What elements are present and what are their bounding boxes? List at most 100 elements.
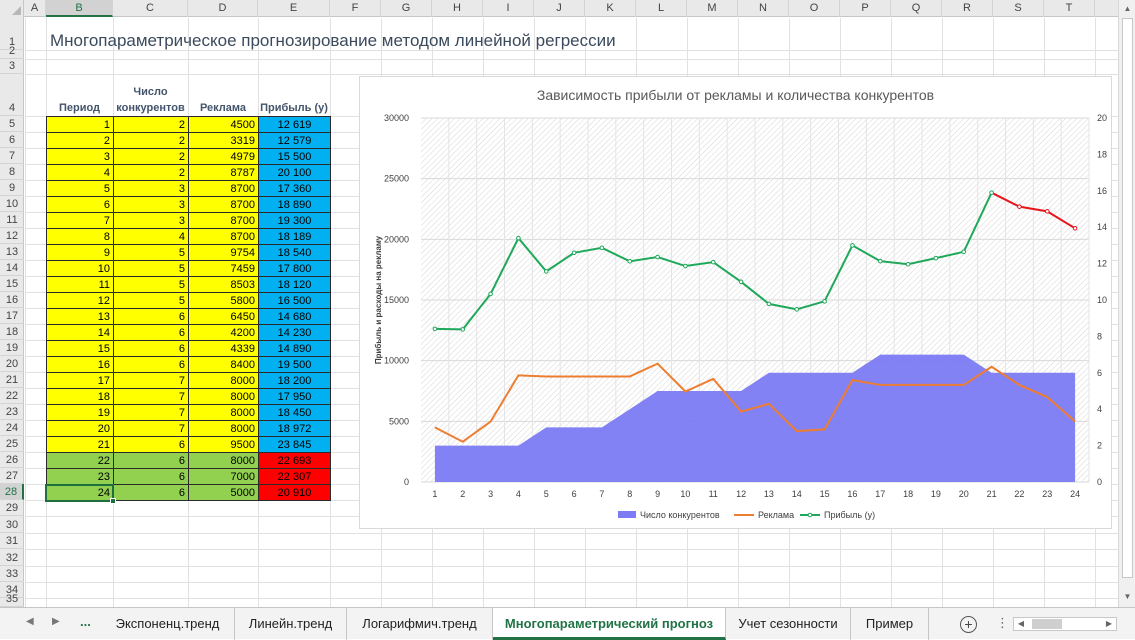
cell-ads-2[interactable]: 3319 — [188, 132, 259, 149]
cell-ads-21[interactable]: 9500 — [188, 436, 259, 453]
tab-4[interactable]: Многопараметрический прогноз — [493, 608, 726, 640]
cell-ads-4[interactable]: 8787 — [188, 164, 259, 181]
row-header-7[interactable]: 7 — [0, 148, 24, 164]
scroll-down-arrow-icon[interactable]: ▼ — [1123, 592, 1132, 601]
tab-next-icon[interactable]: ▶ — [52, 616, 60, 627]
row-header-20[interactable]: 20 — [0, 356, 24, 372]
cell-comp-16[interactable]: 6 — [113, 356, 189, 373]
column-header-B[interactable]: B — [46, 0, 113, 17]
cell-ads-9[interactable]: 9754 — [188, 244, 259, 261]
column-header-M[interactable]: M — [687, 0, 738, 17]
cell-period-1[interactable]: 1 — [46, 116, 114, 133]
row-header-33[interactable]: 33 — [0, 566, 24, 582]
cell-profit-11[interactable]: 18 120 — [258, 276, 331, 293]
column-header-D[interactable]: D — [188, 0, 258, 17]
row-header-13[interactable]: 13 — [0, 244, 24, 260]
row-header-5[interactable]: 5 — [0, 116, 24, 132]
column-header-E[interactable]: E — [258, 0, 330, 17]
cell-profit-8[interactable]: 18 189 — [258, 228, 331, 245]
cell-profit-24[interactable]: 20 910 — [258, 484, 331, 501]
row-header-4[interactable]: 4 — [0, 74, 24, 116]
cell-period-2[interactable]: 2 — [46, 132, 114, 149]
column-header-R[interactable]: R — [942, 0, 993, 17]
cell-comp-22[interactable]: 6 — [113, 452, 189, 469]
scroll-left-arrow-icon[interactable]: ◀ — [1017, 619, 1025, 628]
column-header-N[interactable]: N — [738, 0, 789, 17]
cell-period-18[interactable]: 18 — [46, 388, 114, 405]
cell-comp-4[interactable]: 2 — [113, 164, 189, 181]
cell-ads-23[interactable]: 7000 — [188, 468, 259, 485]
cell-profit-3[interactable]: 15 500 — [258, 148, 331, 165]
cell-ads-10[interactable]: 7459 — [188, 260, 259, 277]
column-header-T[interactable]: T — [1044, 0, 1095, 17]
cell-comp-18[interactable]: 7 — [113, 388, 189, 405]
column-header-I[interactable]: I — [483, 0, 534, 17]
row-header-14[interactable]: 14 — [0, 260, 24, 276]
row-header-30[interactable]: 30 — [0, 516, 24, 533]
cell-profit-18[interactable]: 17 950 — [258, 388, 331, 405]
cell-comp-19[interactable]: 7 — [113, 404, 189, 421]
column-header-J[interactable]: J — [534, 0, 585, 17]
cell-ads-15[interactable]: 4339 — [188, 340, 259, 357]
tab-5[interactable]: Учет сезонности — [726, 608, 851, 640]
cell-comp-14[interactable]: 6 — [113, 324, 189, 341]
cell-ads-6[interactable]: 8700 — [188, 196, 259, 213]
column-header-Q[interactable]: Q — [891, 0, 942, 17]
cell-comp-1[interactable]: 2 — [113, 116, 189, 133]
row-header-26[interactable]: 26 — [0, 452, 24, 468]
cell-profit-5[interactable]: 17 360 — [258, 180, 331, 197]
cell-period-17[interactable]: 17 — [46, 372, 114, 389]
row-header-12[interactable]: 12 — [0, 228, 24, 244]
cell-ads-3[interactable]: 4979 — [188, 148, 259, 165]
column-header-L[interactable]: L — [636, 0, 687, 17]
cell-profit-12[interactable]: 16 500 — [258, 292, 331, 309]
column-header-C[interactable]: C — [113, 0, 188, 17]
row-header-2[interactable]: 2 — [0, 45, 24, 59]
row-header-16[interactable]: 16 — [0, 292, 24, 308]
cell-profit-15[interactable]: 14 890 — [258, 340, 331, 357]
cell-ads-7[interactable]: 8700 — [188, 212, 259, 229]
row-header-27[interactable]: 27 — [0, 468, 24, 484]
cell-profit-7[interactable]: 19 300 — [258, 212, 331, 229]
cell-period-13[interactable]: 13 — [46, 308, 114, 325]
cell-ads-13[interactable]: 6450 — [188, 308, 259, 325]
column-header-A[interactable]: A — [24, 0, 46, 17]
cell-profit-2[interactable]: 12 579 — [258, 132, 331, 149]
row-header-28[interactable]: 28 — [0, 484, 24, 500]
cell-comp-21[interactable]: 6 — [113, 436, 189, 453]
column-header-H[interactable]: H — [432, 0, 483, 17]
cell-profit-1[interactable]: 12 619 — [258, 116, 331, 133]
cell-profit-6[interactable]: 18 890 — [258, 196, 331, 213]
cell-comp-15[interactable]: 6 — [113, 340, 189, 357]
cell-comp-8[interactable]: 4 — [113, 228, 189, 245]
cell-period-20[interactable]: 20 — [46, 420, 114, 437]
cell-profit-20[interactable]: 18 972 — [258, 420, 331, 437]
cell-period-16[interactable]: 16 — [46, 356, 114, 373]
row-header-15[interactable]: 15 — [0, 276, 24, 292]
cell-profit-14[interactable]: 14 230 — [258, 324, 331, 341]
cell-period-12[interactable]: 12 — [46, 292, 114, 309]
cell-period-22[interactable]: 22 — [46, 452, 114, 469]
column-header-F[interactable]: F — [330, 0, 381, 17]
row-header-25[interactable]: 25 — [0, 436, 24, 452]
cell-ads-8[interactable]: 8700 — [188, 228, 259, 245]
row-header-9[interactable]: 9 — [0, 180, 24, 196]
cell-ads-19[interactable]: 8000 — [188, 404, 259, 421]
cell-ads-16[interactable]: 8400 — [188, 356, 259, 373]
cell-period-10[interactable]: 10 — [46, 260, 114, 277]
cell-profit-21[interactable]: 23 845 — [258, 436, 331, 453]
cell-profit-23[interactable]: 22 307 — [258, 468, 331, 485]
row-header-18[interactable]: 18 — [0, 324, 24, 340]
cell-ads-17[interactable]: 8000 — [188, 372, 259, 389]
cell-profit-17[interactable]: 18 200 — [258, 372, 331, 389]
horizontal-scrollbar[interactable]: ◀ ▶ — [1013, 617, 1117, 631]
cell-comp-24[interactable]: 6 — [113, 484, 189, 501]
cell-profit-16[interactable]: 19 500 — [258, 356, 331, 373]
column-header-K[interactable]: K — [585, 0, 636, 17]
column-header-S[interactable]: S — [993, 0, 1044, 17]
row-header-1[interactable]: 1 — [0, 17, 24, 50]
tab-3[interactable]: Логарифмич.тренд — [347, 608, 493, 640]
cell-ads-24[interactable]: 5000 — [188, 484, 259, 501]
plus-circle-icon[interactable]: + — [960, 616, 977, 633]
tab-more[interactable]: ... — [80, 614, 91, 629]
